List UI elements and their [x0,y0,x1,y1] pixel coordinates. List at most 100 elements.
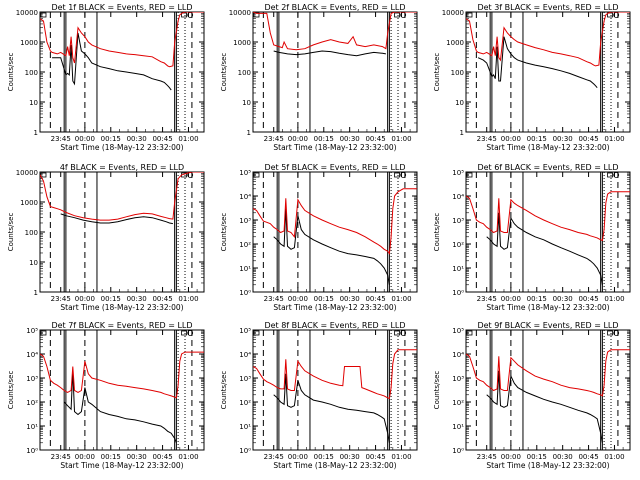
y-axis-label: Counts/sec [7,371,15,410]
x-axis-label: Start Time (18-May-12 23:32:00) [486,303,609,312]
lld-series-line [466,12,630,67]
lld-series-line [40,172,204,221]
plot-frame [465,171,631,293]
x-tick-label: 00:45 [365,295,385,303]
y-tick-label: 10⁰ [26,447,38,455]
y-tick-label: 10⁰ [452,289,464,297]
x-tick-label: 00:30 [553,135,573,143]
events-series-line [477,36,598,89]
detector-panel-7: Det 7f BLACK = Events, RED = LLD 10⁰ 10¹ 10… [7,321,205,470]
x-tick-label: 00:30 [127,453,147,461]
detector-panel-5: Det 5f BLACK = Events, RED = LLD 10⁰ 10¹ 10… [220,163,418,312]
y-tick-label: 10³ [239,217,251,225]
x-tick-label: 00:00 [501,453,521,461]
x-axis-label: Start Time (18-May-12 23:32:00) [273,461,396,470]
x-tick-label: 00:00 [75,135,95,143]
x-tick-label: 00:45 [152,453,172,461]
corner-circle-marker [613,330,620,336]
x-tick-label: 00:15 [527,135,547,143]
x-tick-label: 00:00 [75,295,95,303]
x-tick-label: 00:30 [553,453,573,461]
y-tick-label: 100 [451,69,464,77]
y-axis-label: Counts/sec [433,371,441,410]
corner-circle-marker [187,330,194,336]
y-tick-label: 1 [34,289,38,297]
y-tick-label: 100 [25,69,38,77]
y-axis-label: Counts/sec [433,53,441,92]
events-series-line [273,208,390,285]
y-tick-label: 10² [452,241,464,249]
corner-box-marker [466,330,473,336]
events-series-line [52,32,172,91]
x-tick-label: 23:45 [477,295,497,303]
y-tick-label: 10² [239,241,251,249]
panel-title: 4f BLACK = Events, RED = LLD [60,163,184,172]
y-tick-label: 100 [25,229,38,237]
events-series-line [486,212,603,285]
x-tick-label: 23:45 [51,135,71,143]
lld-series-line [466,191,630,242]
y-tick-label: 10³ [26,375,38,383]
corner-box-marker [466,12,473,18]
x-tick-label: 00:45 [152,295,172,303]
x-tick-label: 00:45 [152,135,172,143]
x-tick-label: 01:00 [391,295,411,303]
y-tick-label: 1000 [446,39,464,47]
plot-frame [252,329,418,451]
x-tick-label: 00:30 [340,295,360,303]
x-tick-label: 01:00 [391,453,411,461]
x-tick-label: 00:45 [578,453,598,461]
x-axis-label: Start Time (18-May-12 23:32:00) [486,143,609,152]
y-tick-label: 10³ [452,217,464,225]
x-tick-label: 00:45 [365,135,385,143]
x-tick-label: 00:30 [340,453,360,461]
x-tick-label: 00:00 [288,453,308,461]
y-tick-label: 10¹ [452,265,464,273]
corner-box-marker [40,172,47,178]
panel-title: Det 1f BLACK = Events, RED = LLD [51,3,192,12]
y-tick-label: 10000 [16,9,38,17]
x-tick-label: 01:00 [391,135,411,143]
plot-frame [252,171,418,293]
y-tick-label: 10⁵ [26,327,38,335]
y-axis-label: Counts/sec [220,53,228,92]
detector-panel-9: Det 9f BLACK = Events, RED = LLD 10⁰ 10¹ 10… [433,321,631,470]
y-tick-label: 10² [452,399,464,407]
x-tick-label: 00:30 [127,135,147,143]
y-tick-label: 10⁴ [239,351,251,359]
y-tick-label: 1000 [20,199,38,207]
panel-title: Det 6f BLACK = Events, RED = LLD [477,163,618,172]
lld-series-line [253,349,417,400]
y-tick-label: 10³ [452,375,464,383]
events-series-line [273,50,386,57]
x-axis-label: Start Time (18-May-12 23:32:00) [273,303,396,312]
lld-series-line [40,12,204,68]
x-tick-label: 00:45 [365,453,385,461]
corner-box-marker [40,330,47,336]
detector-panel-6: Det 6f BLACK = Events, RED = LLD 10⁰ 10¹ 10… [433,163,631,312]
y-tick-label: 10⁵ [452,327,464,335]
corner-box-marker [394,12,400,18]
panel-title: Det 7f BLACK = Events, RED = LLD [51,321,192,330]
corner-box-marker [607,172,613,178]
x-axis-label: Start Time (18-May-12 23:32:00) [486,461,609,470]
x-axis-label: Start Time (18-May-12 23:32:00) [60,461,183,470]
x-axis-label: Start Time (18-May-12 23:32:00) [60,303,183,312]
x-tick-label: 23:45 [477,135,497,143]
y-tick-label: 10⁰ [452,447,464,455]
x-tick-label: 00:30 [127,295,147,303]
x-tick-label: 01:00 [178,453,198,461]
y-tick-label: 10¹ [239,265,251,273]
y-tick-label: 10 [455,99,464,107]
x-tick-label: 00:45 [578,135,598,143]
y-tick-label: 10⁴ [239,193,251,201]
y-tick-label: 1 [247,129,251,137]
detector-panel-8: Det 8f BLACK = Events, RED = LLD 10⁰ 10¹ 10… [220,321,418,470]
x-tick-label: 23:45 [51,453,71,461]
x-tick-label: 01:00 [604,453,624,461]
x-tick-label: 23:45 [264,453,284,461]
corner-box-marker [253,330,260,336]
y-tick-label: 100 [238,69,251,77]
lld-series-line [466,349,630,397]
y-tick-label: 10⁰ [239,447,251,455]
